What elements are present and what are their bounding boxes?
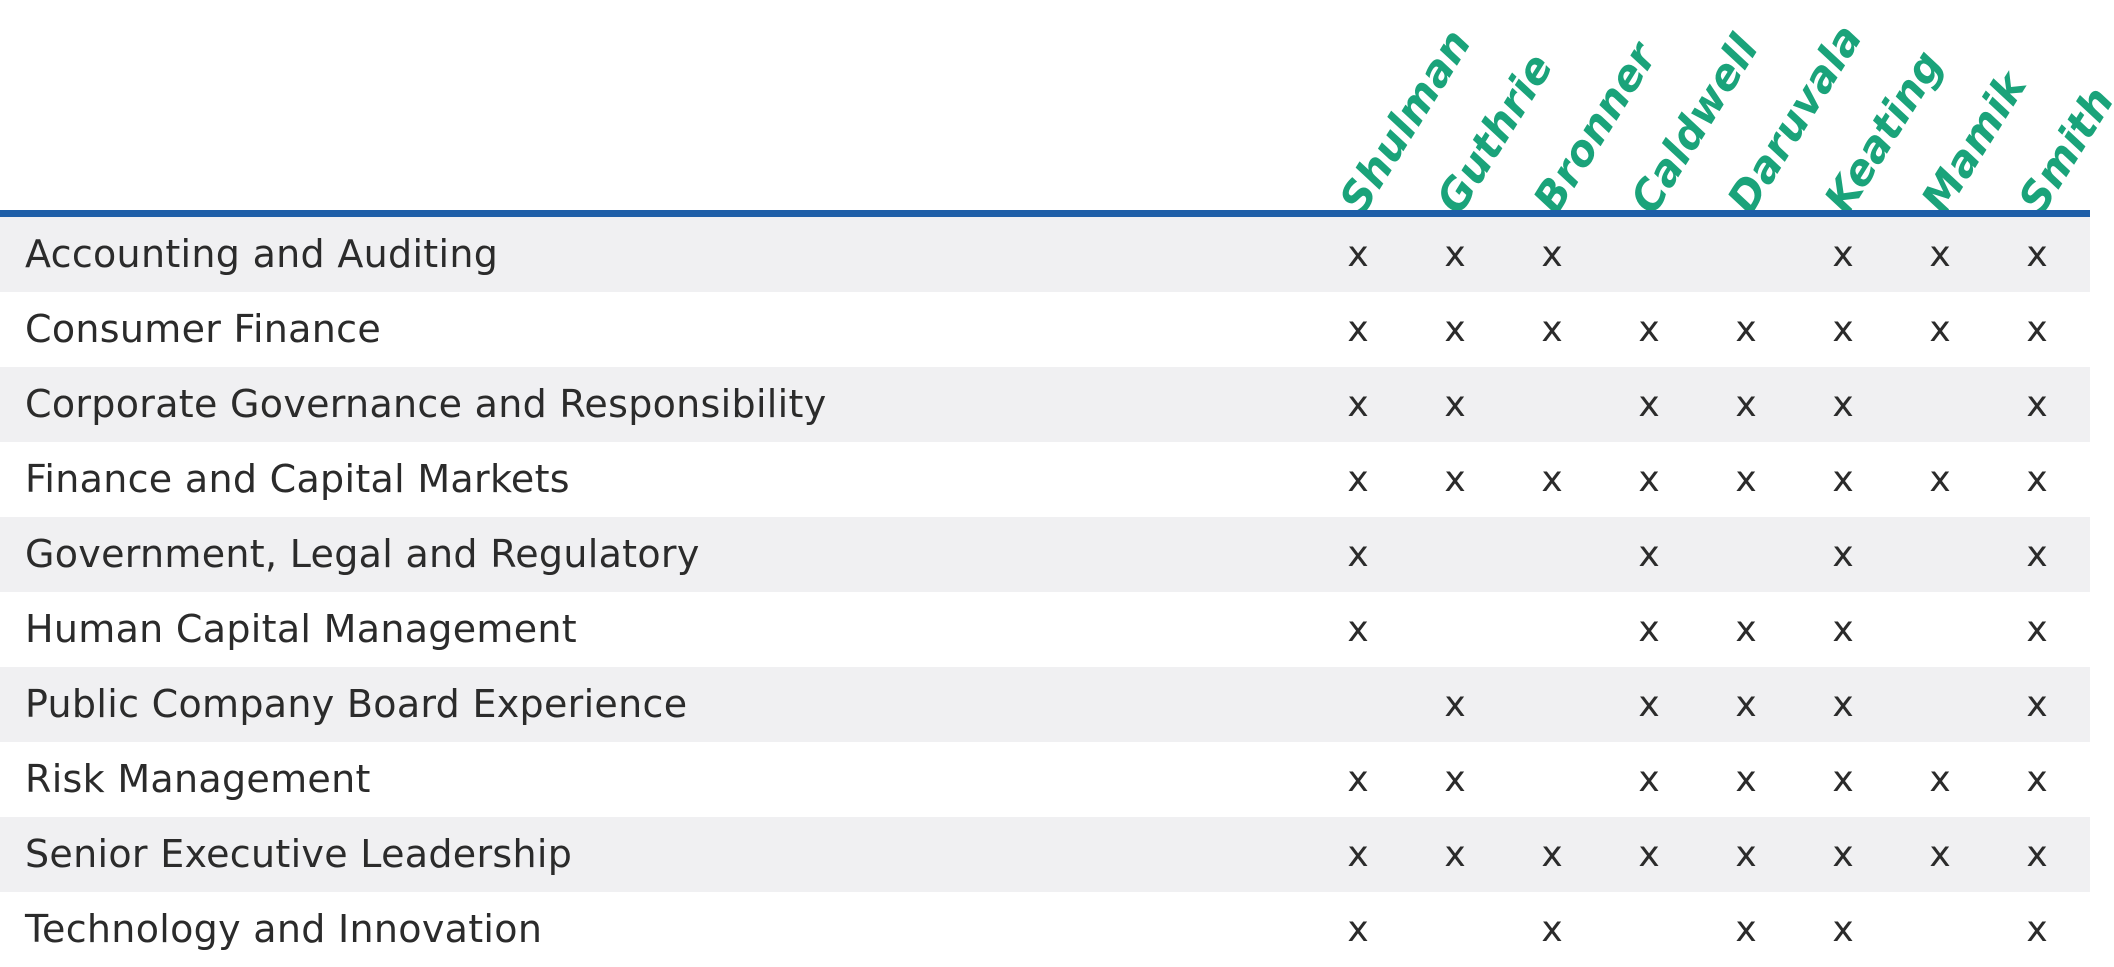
skill-mark: x: [1638, 684, 1660, 725]
skill-mark: x: [1638, 534, 1660, 575]
skill-label: Government, Legal and Regulatory: [25, 532, 700, 576]
skill-mark: x: [2026, 459, 2048, 500]
skill-mark: x: [1444, 684, 1466, 725]
skill-label: Human Capital Management: [25, 607, 577, 651]
skill-mark: x: [1444, 309, 1466, 350]
skill-mark: x: [1929, 759, 1951, 800]
skill-label: Finance and Capital Markets: [25, 457, 570, 501]
skill-mark: x: [1929, 459, 1951, 500]
skill-mark: x: [2026, 909, 2048, 950]
skill-label: Senior Executive Leadership: [25, 832, 573, 876]
skill-mark: x: [1735, 384, 1757, 425]
skill-mark: x: [1832, 684, 1854, 725]
skill-mark: x: [1541, 234, 1563, 275]
skill-mark: x: [1735, 684, 1757, 725]
skill-mark: x: [1832, 609, 1854, 650]
table-row: Corporate Governance and Responsibility x…: [0, 367, 2090, 442]
skill-mark: x: [1832, 459, 1854, 500]
skill-mark: x: [1347, 834, 1369, 875]
skill-mark: x: [2026, 834, 2048, 875]
skills-rows: Accounting and Auditing x x x x x x Consumer Fi…: [0, 217, 2090, 967]
skill-mark: x: [1735, 834, 1757, 875]
skill-mark: x: [1347, 534, 1369, 575]
skill-mark: x: [1638, 834, 1660, 875]
skill-mark: x: [1832, 909, 1854, 950]
skill-mark: x: [1832, 384, 1854, 425]
skill-mark: x: [1444, 384, 1466, 425]
skill-mark: x: [1541, 909, 1563, 950]
skill-mark: x: [1929, 834, 1951, 875]
skill-label: Risk Management: [25, 757, 371, 801]
skill-mark: x: [1541, 834, 1563, 875]
table-row: Accounting and Auditing x x x x x x: [0, 217, 2090, 292]
skill-mark: x: [1735, 609, 1757, 650]
director-header: Shulman Guthrie Bronner Caldwell Daruvala Kea…: [0, 0, 2114, 222]
skill-mark: x: [1929, 234, 1951, 275]
skill-mark: x: [1929, 309, 1951, 350]
skill-mark: x: [1444, 759, 1466, 800]
skill-mark: x: [1638, 309, 1660, 350]
skill-label: Accounting and Auditing: [25, 232, 499, 276]
table-row: Consumer Finance x x x x x x x x: [0, 292, 2090, 367]
skill-mark: x: [1347, 234, 1369, 275]
skill-mark: x: [1541, 459, 1563, 500]
skill-mark: x: [1444, 234, 1466, 275]
skill-mark: x: [1444, 834, 1466, 875]
skill-mark: x: [1832, 234, 1854, 275]
skill-mark: x: [2026, 684, 2048, 725]
skill-mark: x: [1347, 459, 1369, 500]
skill-mark: x: [1347, 309, 1369, 350]
skill-mark: x: [1735, 309, 1757, 350]
header-rule: [0, 210, 2090, 217]
skill-label: Public Company Board Experience: [25, 682, 688, 726]
table-row: Technology and Innovation x x x x x: [0, 892, 2090, 967]
skill-mark: x: [1347, 909, 1369, 950]
skill-mark: x: [1735, 909, 1757, 950]
skill-mark: x: [2026, 384, 2048, 425]
table-row: Human Capital Management x x x x x: [0, 592, 2090, 667]
skill-mark: x: [1541, 309, 1563, 350]
table-row: Senior Executive Leadership x x x x x x x x: [0, 817, 2090, 892]
skill-mark: x: [2026, 759, 2048, 800]
skill-label: Technology and Innovation: [25, 907, 543, 951]
table-row: Finance and Capital Markets x x x x x x x x: [0, 442, 2090, 517]
skill-mark: x: [1347, 609, 1369, 650]
skill-mark: x: [1638, 459, 1660, 500]
skill-mark: x: [1347, 384, 1369, 425]
skill-label: Consumer Finance: [25, 307, 382, 351]
skill-mark: x: [1638, 384, 1660, 425]
skill-mark: x: [2026, 234, 2048, 275]
skill-mark: x: [1832, 834, 1854, 875]
skill-mark: x: [1832, 309, 1854, 350]
skill-mark: x: [1347, 759, 1369, 800]
skill-mark: x: [1735, 459, 1757, 500]
skill-mark: x: [2026, 309, 2048, 350]
skill-label: Corporate Governance and Responsibility: [25, 382, 827, 426]
table-row: Public Company Board Experience x x x x x: [0, 667, 2090, 742]
skill-mark: x: [1638, 609, 1660, 650]
skill-mark: x: [1444, 459, 1466, 500]
skill-mark: x: [1832, 759, 1854, 800]
table-row: Government, Legal and Regulatory x x x x: [0, 517, 2090, 592]
skill-mark: x: [1832, 534, 1854, 575]
skill-mark: x: [2026, 534, 2048, 575]
skill-mark: x: [1638, 759, 1660, 800]
skill-mark: x: [1735, 759, 1757, 800]
table-row: Risk Management x x x x x x x: [0, 742, 2090, 817]
skill-mark: x: [2026, 609, 2048, 650]
